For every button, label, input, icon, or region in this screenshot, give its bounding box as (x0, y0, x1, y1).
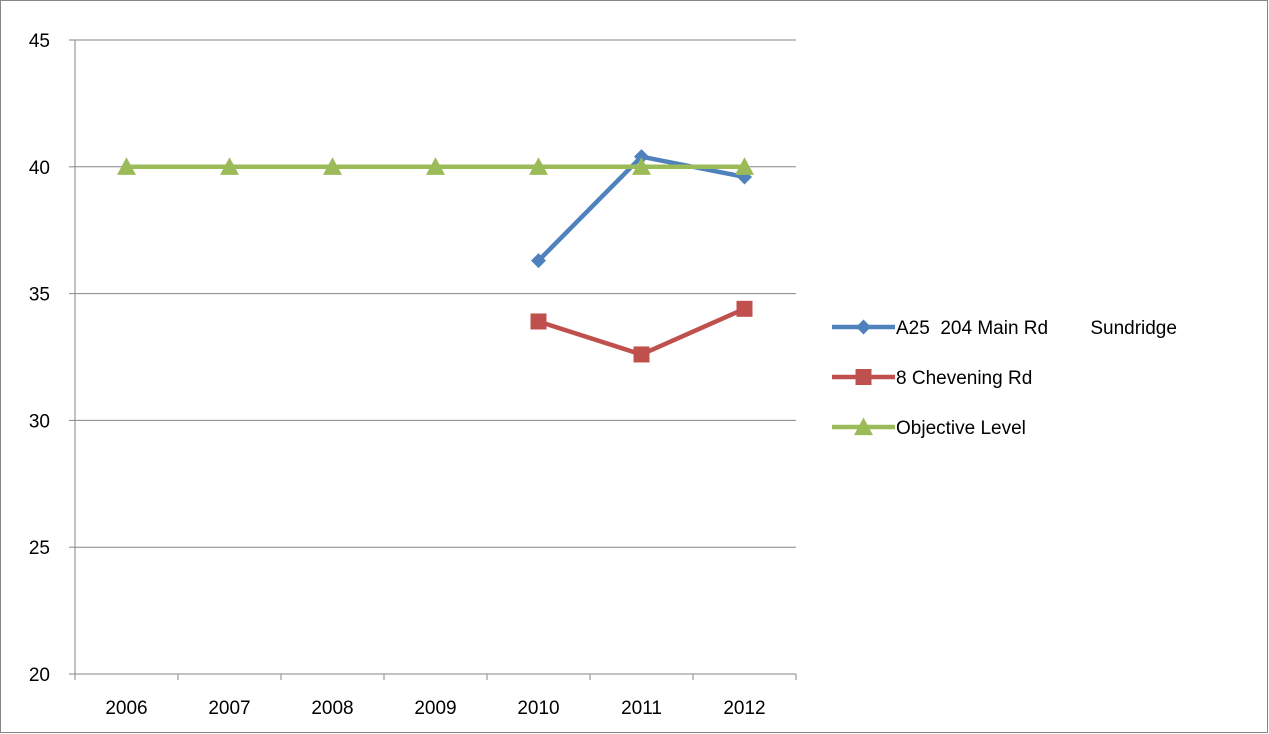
data-point-series-3 (426, 157, 445, 175)
x-tick-label: 2011 (621, 698, 662, 719)
x-tick-label: 2006 (105, 698, 147, 719)
y-tick-label: 45 (29, 31, 50, 52)
data-point-series-1 (634, 149, 649, 165)
data-point-series-2 (736, 300, 753, 317)
data-point-series-3 (735, 157, 754, 175)
y-tick-label: 25 (29, 538, 50, 559)
y-tick-label: 35 (29, 285, 50, 306)
data-point-series-3 (117, 157, 136, 175)
y-tick-label: 30 (29, 411, 50, 432)
x-tick-label: 2010 (517, 698, 559, 719)
data-point-series-3 (323, 157, 342, 175)
legend-label-1: A25 204 Main Rd Sundridge (896, 318, 1177, 339)
legend-label-3: Objective Level (896, 418, 1026, 439)
data-point-series-3 (632, 157, 651, 175)
x-tick-label: 2008 (311, 698, 353, 719)
data-point-series-2 (530, 313, 547, 330)
x-tick-label: 2007 (208, 698, 250, 719)
x-tick-label: 2009 (414, 698, 456, 719)
legend-marker-1 (856, 319, 871, 335)
data-point-series-1 (531, 253, 546, 269)
data-point-series-3 (220, 157, 239, 175)
legend-marker-3 (854, 417, 873, 436)
y-tick-label: 20 (29, 665, 50, 686)
x-tick-label: 2012 (723, 698, 765, 719)
data-point-series-2 (633, 346, 650, 363)
legend-label-2: 8 Chevening Rd (896, 368, 1032, 389)
data-point-series-3 (529, 157, 548, 175)
y-tick-label: 40 (29, 158, 50, 179)
legend-marker-2 (855, 369, 872, 385)
